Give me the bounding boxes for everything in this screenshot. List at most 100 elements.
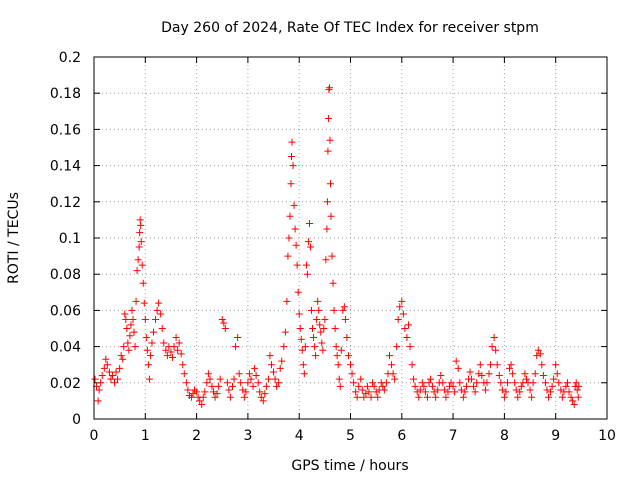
data-point xyxy=(285,234,293,242)
data-point xyxy=(95,386,103,394)
data-point xyxy=(562,382,570,390)
data-point xyxy=(180,370,188,378)
data-point xyxy=(319,346,327,354)
data-point xyxy=(167,348,175,356)
data-point xyxy=(225,386,233,394)
data-point xyxy=(529,379,537,387)
data-point xyxy=(322,256,330,264)
data-point xyxy=(543,386,551,394)
data-point xyxy=(509,370,517,378)
data-point xyxy=(326,136,334,144)
data-point xyxy=(343,334,351,342)
data-point xyxy=(517,382,525,390)
data-point xyxy=(175,339,183,347)
data-point xyxy=(142,334,150,342)
data-point xyxy=(541,379,549,387)
data-point xyxy=(507,361,515,369)
data-point xyxy=(333,352,341,360)
data-point xyxy=(131,343,139,351)
data-point xyxy=(116,364,124,372)
data-point xyxy=(141,315,149,323)
data-point xyxy=(138,261,146,269)
x-tick-label: 10 xyxy=(598,428,616,444)
y-axis-label: ROTI / TECUs xyxy=(6,192,22,284)
x-tick-label: 3 xyxy=(243,428,252,444)
data-point xyxy=(119,355,127,363)
x-tick-label: 0 xyxy=(90,428,99,444)
data-point xyxy=(348,370,356,378)
data-point xyxy=(289,162,297,170)
data-point xyxy=(127,321,135,329)
data-point xyxy=(521,370,529,378)
data-point xyxy=(522,375,530,383)
data-point xyxy=(309,325,317,332)
data-point xyxy=(262,382,270,390)
data-point xyxy=(365,388,373,396)
data-point xyxy=(331,325,339,332)
x-tick-label: 8 xyxy=(500,428,509,444)
data-point xyxy=(223,379,231,387)
y-tick-label: 0.06 xyxy=(50,303,81,319)
data-point xyxy=(457,386,465,394)
data-point xyxy=(280,343,288,351)
data-point xyxy=(237,379,245,387)
data-point xyxy=(304,238,312,246)
data-point xyxy=(294,288,302,296)
data-point xyxy=(125,346,133,354)
y-tick-label: 0 xyxy=(72,412,81,428)
data-point xyxy=(133,267,141,275)
data-point xyxy=(389,370,397,378)
data-point xyxy=(355,382,363,390)
data-point xyxy=(140,299,148,307)
y-tick-label: 0.18 xyxy=(50,86,81,102)
y-tick-label: 0.12 xyxy=(50,195,81,211)
data-point xyxy=(357,375,365,383)
data-point xyxy=(97,379,105,387)
data-point xyxy=(511,379,519,387)
data-point xyxy=(257,393,265,401)
data-point xyxy=(103,361,111,369)
y-tick-label: 0.2 xyxy=(59,50,81,66)
data-point xyxy=(430,388,438,396)
data-point xyxy=(316,321,324,329)
data-point xyxy=(311,343,319,351)
data-point xyxy=(442,393,450,401)
data-point xyxy=(129,315,137,323)
data-point xyxy=(323,198,331,206)
data-point xyxy=(199,393,207,401)
data-point xyxy=(275,379,283,387)
data-point xyxy=(105,368,113,376)
data-point xyxy=(318,339,326,347)
data-point xyxy=(273,382,281,390)
data-point xyxy=(459,393,467,401)
data-point xyxy=(454,364,462,372)
data-point xyxy=(239,386,247,394)
data-point xyxy=(201,388,209,396)
data-point xyxy=(144,361,152,369)
data-point xyxy=(305,220,313,228)
chart-title: Day 260 of 2024, Rate Of TEC Index for r… xyxy=(161,20,539,36)
data-point xyxy=(187,393,195,401)
data-point xyxy=(184,386,192,394)
data-point xyxy=(302,261,310,269)
data-point xyxy=(172,334,180,342)
data-point xyxy=(334,361,342,369)
data-point xyxy=(416,386,424,394)
data-point xyxy=(220,319,228,327)
data-point xyxy=(254,379,262,387)
data-point xyxy=(572,379,580,387)
data-point xyxy=(321,315,329,323)
data-point xyxy=(198,401,206,409)
data-point xyxy=(388,361,396,369)
data-point xyxy=(468,375,476,383)
data-point xyxy=(100,364,108,372)
data-point xyxy=(163,352,171,360)
data-point xyxy=(352,388,360,396)
data-point xyxy=(512,386,520,394)
data-point xyxy=(324,147,332,155)
data-point xyxy=(503,379,511,387)
data-point xyxy=(550,375,558,383)
data-point xyxy=(401,325,409,332)
data-point xyxy=(406,343,414,351)
data-point xyxy=(134,256,142,264)
